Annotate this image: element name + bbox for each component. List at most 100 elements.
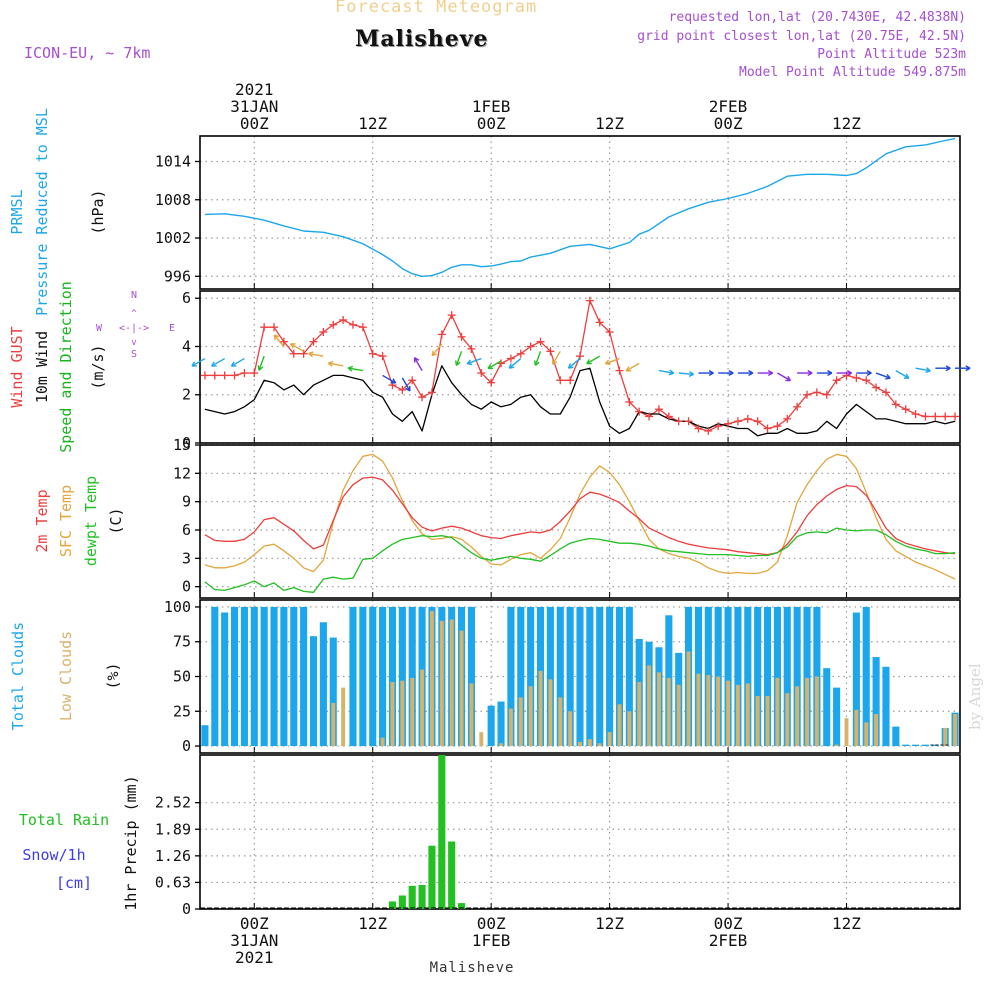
wind-gust-marker — [763, 424, 772, 433]
wind-gust-marker — [733, 417, 742, 426]
wind-gust-marker — [595, 318, 604, 327]
wind-gust-line — [204, 300, 956, 432]
wind-gust-marker — [230, 371, 239, 380]
top-time-label: 2FEB — [709, 97, 748, 116]
low-clouds-label: Low Clouds — [57, 631, 75, 721]
total-clouds-bar — [892, 726, 900, 747]
wind-gust-marker — [457, 332, 466, 341]
total-clouds-bar — [319, 622, 327, 747]
low-clouds-bar — [499, 743, 503, 747]
wind-gust-marker — [704, 426, 713, 435]
wind-gust-marker — [714, 422, 723, 431]
top-time-label: 12Z — [832, 114, 861, 133]
wind-gust-marker — [210, 371, 219, 380]
wind-unit: (m/s) — [89, 344, 107, 389]
wind-gust-marker — [684, 417, 693, 426]
wind-direction-arrow — [586, 355, 601, 365]
total-clouds-bar — [872, 657, 880, 747]
total-clouds-bar — [517, 606, 525, 747]
total-clouds-bar — [369, 606, 377, 747]
wind-direction-arrow — [401, 377, 411, 392]
wind-gust-marker — [585, 296, 594, 305]
wind-gust-marker — [329, 320, 338, 329]
rain-bar — [398, 895, 406, 909]
wind-gust-marker — [822, 390, 831, 399]
low-clouds-bar — [479, 732, 484, 747]
wind-gust-marker — [664, 412, 673, 421]
wind-gust-marker — [674, 417, 683, 426]
y-tick-label: 1014 — [155, 153, 191, 171]
wind-gust-marker — [773, 422, 782, 431]
low-clouds-bar — [745, 683, 750, 747]
chart-title: Forecast Meteogram — [335, 0, 538, 17]
low-clouds-bar — [410, 677, 415, 747]
wind-direction-arrow — [797, 370, 813, 377]
wind-direction-arrow — [836, 370, 852, 377]
wind-direction-arrow — [290, 343, 304, 352]
wind-direction-arrow — [678, 370, 695, 377]
total-clouds-bar — [576, 606, 584, 747]
wind-gust-marker — [250, 369, 259, 378]
wind-gust-marker — [556, 376, 565, 385]
model-label: ICON-EU, ~ 7km — [24, 44, 151, 62]
wind-gust-marker — [467, 344, 476, 353]
rain-bar — [458, 903, 466, 909]
total-clouds-bar — [546, 606, 554, 747]
low-clouds-bar — [508, 708, 513, 747]
wind-gust-marker — [615, 366, 624, 375]
wind-direction-arrow — [487, 360, 502, 370]
y-tick-label: 996 — [164, 267, 191, 285]
y-tick-label: 2.52 — [155, 794, 191, 812]
wind-direction-arrow — [915, 367, 931, 374]
low-clouds-bar — [558, 697, 563, 747]
top-time-label: 12Z — [595, 114, 624, 133]
wind-direction-arrow — [230, 357, 245, 367]
wind-gust-marker — [941, 412, 950, 421]
top-time-label: 1FEB — [472, 97, 511, 116]
low-clouds-bar — [844, 718, 849, 747]
wind-gust-marker — [753, 417, 762, 426]
low-clouds-bar — [637, 682, 642, 747]
low-clouds-bar — [459, 630, 464, 747]
total-clouds-bar — [921, 744, 930, 747]
low-clouds-bar — [469, 683, 474, 747]
rain-bar — [408, 885, 416, 909]
wind-gust-marker — [516, 349, 525, 358]
wind-gust-marker — [339, 315, 348, 324]
wind-gust-marker — [931, 412, 940, 421]
total-clouds-bar — [556, 606, 564, 747]
wind-gust-marker — [220, 371, 229, 380]
rain-bar — [428, 845, 436, 909]
wind-gust-marker — [901, 405, 910, 414]
low-clouds-bar — [814, 676, 819, 747]
total-clouds-bar — [744, 606, 752, 747]
total-clouds-bar — [734, 606, 742, 747]
total-clouds-bar — [833, 687, 841, 747]
prmsl-label: PRMSL — [8, 189, 26, 234]
wind-speed-line — [204, 365, 956, 437]
total-clouds-bar — [783, 606, 791, 747]
total-rain-label: Total Rain — [19, 811, 109, 829]
wind-direction-arrow — [875, 372, 891, 380]
wind-direction-arrow — [273, 334, 285, 347]
2m-temp-line — [204, 476, 956, 556]
wind-direction-arrow — [658, 369, 675, 376]
wind-gust-marker — [368, 349, 377, 358]
total-clouds-bar — [280, 606, 288, 747]
y-tick-label: 1.26 — [155, 847, 191, 865]
top-time-label: 2021 — [235, 80, 274, 99]
wind-gust-marker — [447, 311, 456, 320]
requested-coordinates: requested lon,lat (20.7430E, 42.4838N) — [668, 10, 966, 25]
wind-gust-marker — [832, 376, 841, 385]
total-clouds-bar — [852, 612, 860, 747]
top-time-label: 31JAN — [230, 97, 278, 116]
wind-gust-marker — [378, 352, 387, 361]
wind-gust-marker — [852, 373, 861, 382]
total-clouds-bar — [300, 606, 308, 747]
y-tick-label: 9 — [182, 493, 191, 511]
total-clouds-bar — [862, 606, 870, 747]
low-clouds-bar — [726, 680, 731, 747]
total-clouds-bar — [754, 606, 762, 747]
wind-gust-marker — [398, 385, 407, 394]
